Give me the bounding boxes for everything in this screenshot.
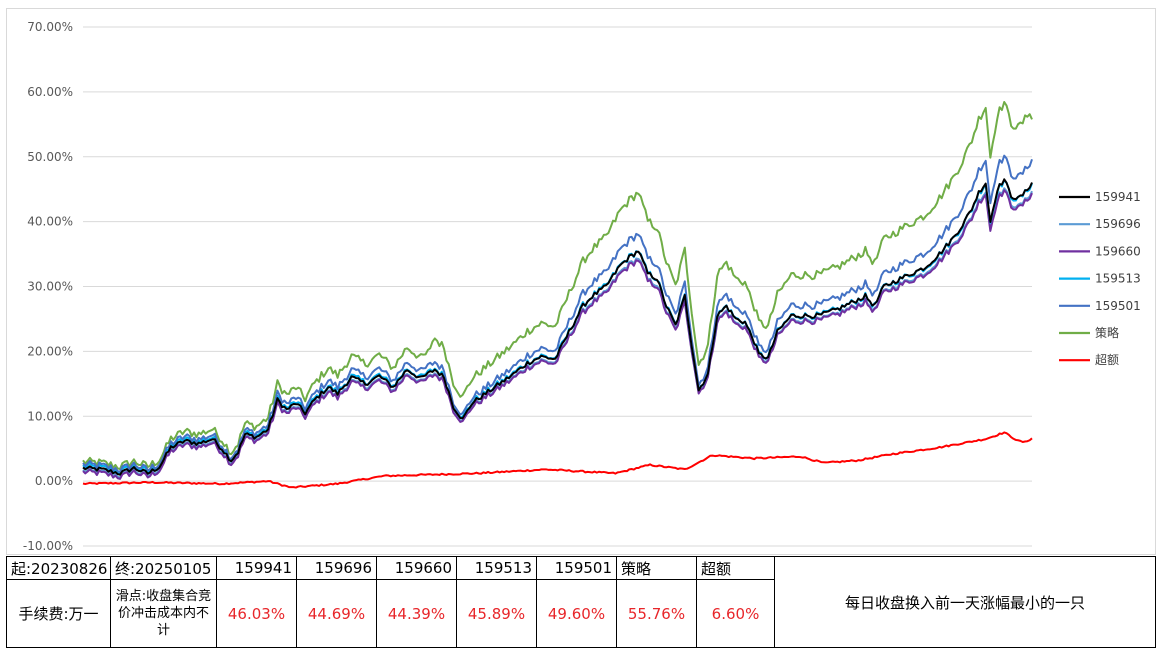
value-159696: 44.69% bbox=[296, 579, 377, 648]
value-159513: 45.89% bbox=[456, 579, 537, 648]
y-tick-label: 50.00% bbox=[27, 150, 73, 164]
y-tick-label: 0.00% bbox=[35, 474, 73, 488]
series-line-3 bbox=[82, 179, 1033, 475]
table-header-row: 起:20230826 终:20250105 159941 159696 1596… bbox=[6, 555, 1156, 648]
header-159941: 159941 bbox=[216, 555, 297, 581]
legend-label: 159660 bbox=[1095, 244, 1141, 258]
legend-label: 159513 bbox=[1095, 272, 1141, 286]
header-strategy: 策略 bbox=[616, 555, 697, 581]
series-line-6 bbox=[82, 431, 1033, 489]
chart-area: -10.00% 0.00% 10.00% 20.00% 30.00% 40.00% 50.0… bbox=[6, 8, 1156, 555]
value-159501: 49.60% bbox=[536, 579, 617, 648]
slippage-note-cell: 滑点:收盘集合竞价冲击成本内不计 bbox=[110, 579, 217, 648]
value-159941: 46.03% bbox=[216, 579, 297, 648]
table-value-row: 手续费:万一 滑点:收盘集合竞价冲击成本内不计 46.03% 44.69% 44… bbox=[6, 579, 1156, 648]
fee-cell: 手续费:万一 bbox=[6, 579, 111, 648]
y-tick-label: 10.00% bbox=[27, 409, 73, 423]
header-excess: 超额 bbox=[696, 555, 775, 581]
series-line-4 bbox=[82, 154, 1033, 473]
strategy-description: 每日收盘换入前一天涨幅最小的一只 bbox=[774, 556, 1156, 648]
gridlines bbox=[83, 26, 1032, 547]
value-excess: 6.60% bbox=[696, 579, 775, 648]
series-line-1 bbox=[82, 187, 1033, 479]
y-tick-label: 60.00% bbox=[27, 85, 73, 99]
header-159501: 159501 bbox=[536, 555, 617, 581]
y-tick-label: -10.00% bbox=[23, 539, 73, 553]
value-strategy: 55.76% bbox=[616, 579, 697, 648]
series-lines bbox=[82, 101, 1033, 489]
y-tick-label: 30.00% bbox=[27, 280, 73, 294]
legend-label: 159696 bbox=[1095, 217, 1141, 231]
series-line-5 bbox=[82, 101, 1033, 471]
y-tick-label: 40.00% bbox=[27, 215, 73, 229]
start-date-cell: 起:20230826 bbox=[6, 555, 111, 581]
end-date-cell: 终:20250105 bbox=[110, 555, 217, 581]
y-tick-label: 70.00% bbox=[27, 20, 73, 34]
legend-label: 159501 bbox=[1095, 299, 1141, 313]
legend-label: 策略 bbox=[1095, 325, 1119, 340]
summary-table: 起:20230826 终:20250105 159941 159696 1596… bbox=[6, 555, 1156, 648]
value-159660: 44.39% bbox=[376, 579, 457, 648]
y-axis-ticks: -10.00% 0.00% 10.00% 20.00% 30.00% 40.00% 50.0… bbox=[23, 20, 73, 553]
header-159696: 159696 bbox=[296, 555, 377, 581]
legend-label: 超额 bbox=[1095, 352, 1119, 367]
header-159660: 159660 bbox=[376, 555, 457, 581]
y-tick-label: 20.00% bbox=[27, 344, 73, 358]
header-159513: 159513 bbox=[456, 555, 537, 581]
performance-line-chart: -10.00% 0.00% 10.00% 20.00% 30.00% 40.00% 50.0… bbox=[23, 20, 1141, 553]
legend-label: 159941 bbox=[1095, 190, 1141, 204]
series-line-0 bbox=[82, 178, 1033, 476]
series-line-2 bbox=[82, 189, 1033, 480]
